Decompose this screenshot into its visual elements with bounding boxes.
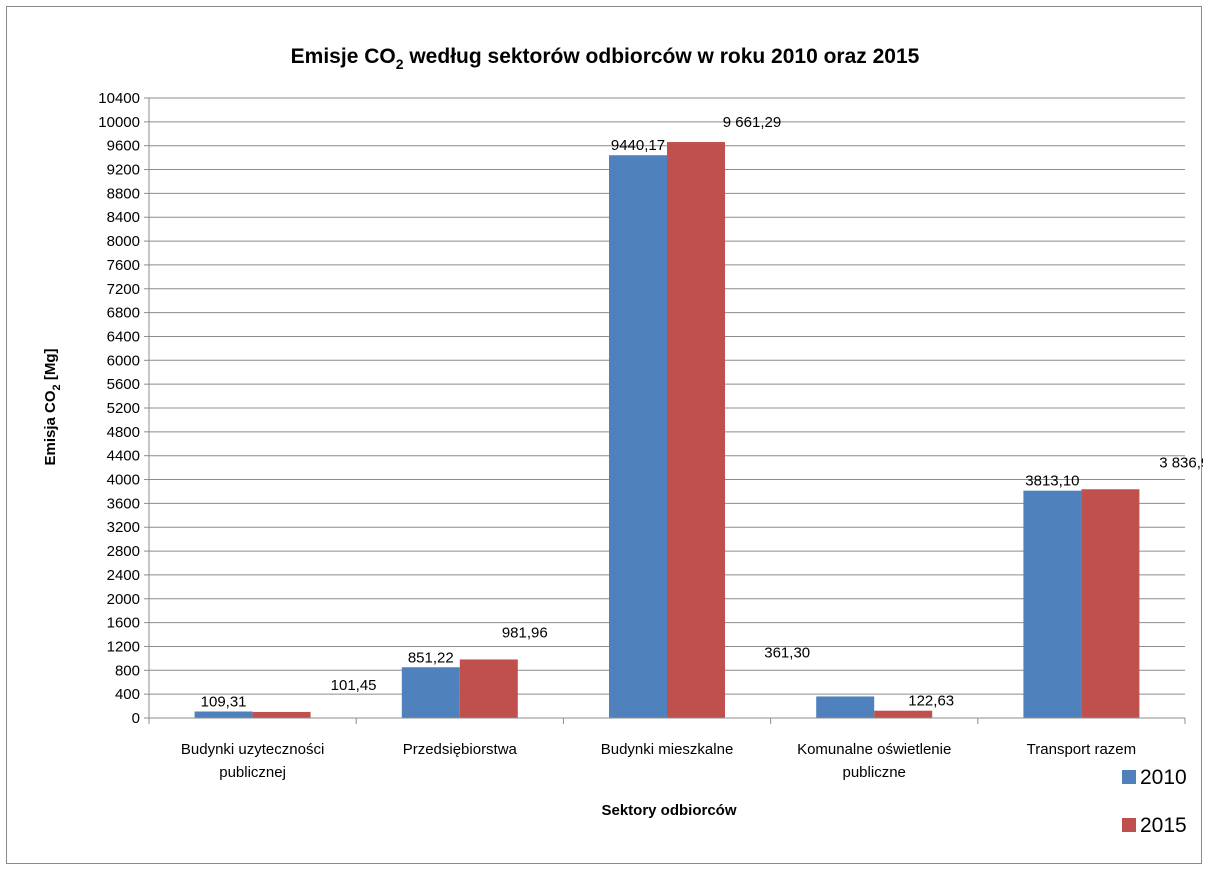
data-label-2010: 3813,10 bbox=[1025, 473, 1079, 490]
bar-2015 bbox=[1081, 489, 1140, 718]
x-category-label: Komunalne oświetlenie bbox=[797, 741, 951, 758]
y-tick-label: 4800 bbox=[107, 424, 140, 441]
bar-2015 bbox=[874, 710, 933, 718]
data-label-2015: 122,63 bbox=[908, 693, 954, 710]
chart: Emisje CO2 według sektorów odbiorców w r… bbox=[42, 45, 1203, 837]
y-tick-label: 8800 bbox=[107, 185, 140, 202]
y-tick-label: 2800 bbox=[107, 543, 140, 560]
y-axis-title: Emisja CO2 [Mg] bbox=[42, 349, 63, 466]
x-category-label: Transport razem bbox=[1027, 741, 1136, 758]
x-category-label: publiczne bbox=[843, 764, 906, 781]
bar-2010 bbox=[401, 667, 460, 718]
x-category-label: Budynki mieszkalne bbox=[601, 741, 734, 758]
legend-label-2015: 2015 bbox=[1140, 814, 1187, 837]
data-label-2010: 361,30 bbox=[764, 644, 810, 661]
legend: 2010 2015 bbox=[1122, 766, 1187, 837]
y-tick-label: 3200 bbox=[107, 519, 140, 536]
bar-2015 bbox=[252, 711, 311, 718]
y-tick-label: 10000 bbox=[98, 114, 140, 131]
y-tick-label: 2000 bbox=[107, 591, 140, 608]
y-tick-label: 2400 bbox=[107, 567, 140, 584]
y-tick-label: 5600 bbox=[107, 376, 140, 393]
legend-swatch-2015 bbox=[1122, 818, 1136, 832]
y-tick-label: 5200 bbox=[107, 400, 140, 417]
x-axis-title: Sektory odbiorców bbox=[601, 802, 736, 819]
bar-2015 bbox=[459, 659, 518, 718]
bar-2010 bbox=[1023, 490, 1082, 718]
y-axis-ticks: 0 400 800 1200 1600 2000 2400 2800 3200 3600 4000 4… bbox=[98, 90, 140, 727]
y-tick-label: 6000 bbox=[107, 352, 140, 369]
data-label-2015: 9 661,29 bbox=[723, 114, 781, 131]
axes bbox=[144, 97, 1186, 724]
chart-title: Emisje CO2 według sektorów odbiorców w r… bbox=[291, 45, 920, 72]
y-tick-label: 10400 bbox=[98, 90, 140, 107]
y-tick-label: 7200 bbox=[107, 281, 140, 298]
y-tick-label: 8400 bbox=[107, 209, 140, 226]
legend-label-2010: 2010 bbox=[1140, 766, 1187, 789]
y-tick-label: 1200 bbox=[107, 638, 140, 655]
y-tick-label: 3600 bbox=[107, 495, 140, 512]
y-tick-label: 7600 bbox=[107, 257, 140, 274]
bar-2010 bbox=[609, 155, 667, 718]
x-category-label: Przedsiębiorstwa bbox=[403, 741, 518, 758]
y-tick-label: 8000 bbox=[107, 233, 140, 250]
data-labels: 109,31 101,45 851,22 981,96 9440,17 9 661,29 3… bbox=[201, 114, 1203, 710]
y-tick-label: 1600 bbox=[107, 615, 140, 632]
data-label-2015: 101,45 bbox=[331, 677, 377, 694]
data-label-2010: 851,22 bbox=[408, 649, 454, 666]
y-tick-label: 6800 bbox=[107, 305, 140, 322]
y-tick-label: 9600 bbox=[107, 138, 140, 155]
bar-2015 bbox=[667, 142, 725, 719]
y-tick-label: 0 bbox=[132, 710, 140, 727]
y-tick-label: 800 bbox=[115, 662, 140, 679]
bars bbox=[194, 142, 1140, 719]
y-tick-label: 4400 bbox=[107, 448, 140, 465]
x-category-label: Budynki uzyteczności bbox=[181, 741, 324, 758]
y-tick-label: 9200 bbox=[107, 162, 140, 179]
y-tick-label: 6400 bbox=[107, 328, 140, 345]
x-axis-categories: Budynki uzyteczności publicznej Przedsiębi… bbox=[181, 741, 1136, 781]
bar-2010 bbox=[816, 696, 875, 718]
data-label-2015: 981,96 bbox=[502, 624, 548, 641]
x-category-label: publicznej bbox=[219, 764, 286, 781]
data-label-2010: 109,31 bbox=[201, 693, 247, 710]
data-label-2010: 9440,17 bbox=[611, 137, 665, 154]
y-tick-label: 400 bbox=[115, 686, 140, 703]
bar-2010 bbox=[194, 711, 253, 718]
data-label-2015: 3 836,97 bbox=[1159, 454, 1203, 471]
legend-swatch-2010 bbox=[1122, 770, 1136, 784]
chart-frame: Emisje CO2 według sektorów odbiorców w r… bbox=[6, 6, 1203, 864]
y-tick-label: 4000 bbox=[107, 472, 140, 489]
